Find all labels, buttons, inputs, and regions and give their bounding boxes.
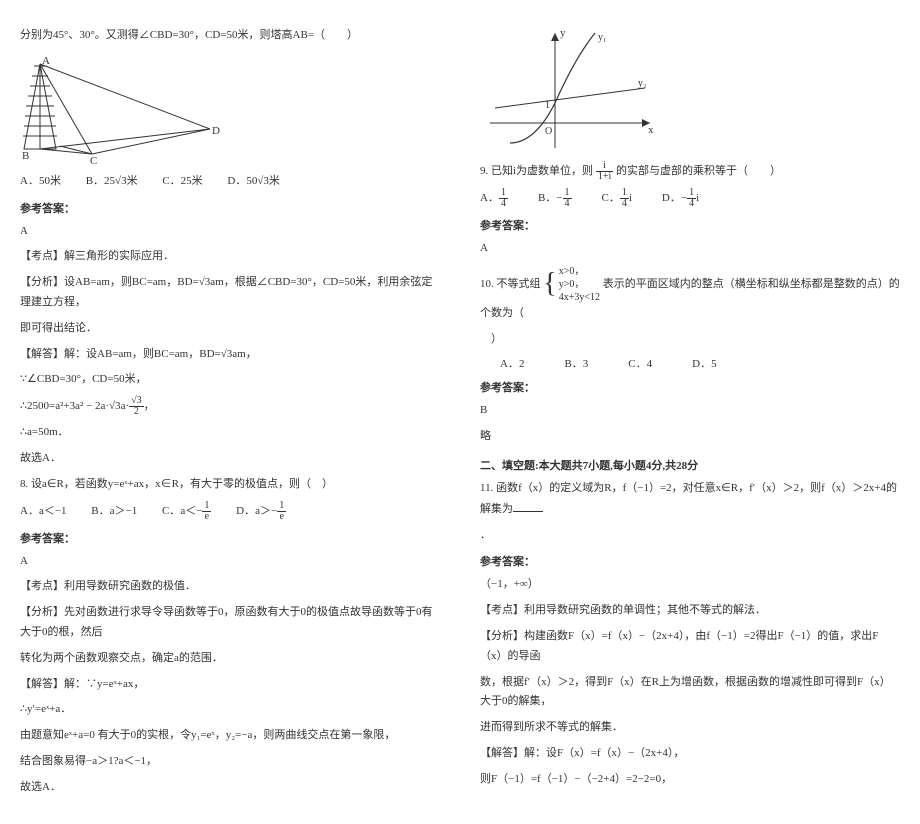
q11b: ． — [480, 526, 900, 546]
ref-answer-label: 参考答案： — [20, 200, 440, 216]
sol8b: ∴y′=eˣ+a． — [20, 700, 440, 720]
triangle-diagram: A B C D — [20, 54, 220, 164]
brief: 略 — [480, 427, 900, 447]
opt-b: B．3 — [564, 355, 588, 371]
kd8: 【考点】利用导数研究函数的极值． — [20, 577, 440, 597]
svg-text:y₂: y₂ — [638, 78, 647, 89]
sol7b: ∵∠CBD=30°，CD=50米， — [20, 370, 440, 390]
q9-options: A．14 B．−14 C．14i D．−14i — [480, 188, 900, 209]
kd7: 【考点】解三角形的实际应用． — [20, 247, 440, 267]
ref-answer-label: 参考答案： — [480, 379, 900, 395]
opt-d: D．−14i — [662, 188, 699, 209]
opt-a: A．50米 — [20, 175, 61, 187]
svg-text:D: D — [212, 125, 220, 137]
sol11a: 【解答】解：设F（x）=f（x）−（2x+4）， — [480, 744, 900, 764]
opt-a: A．2 — [500, 355, 524, 371]
right-column: y x O 1 y₁ y₂ 9. 已知i为虚数单位，则 i1+i 的实部与虚部的… — [480, 20, 900, 804]
opt-c: C．4 — [628, 355, 652, 371]
sol7d: ∴a=50m． — [20, 423, 440, 443]
an7b: 即可得出结论． — [20, 319, 440, 339]
opt-c: C．a＜−1e — [162, 505, 211, 517]
opt-b: B．−14 — [538, 188, 572, 209]
an7a: 【分析】设AB=am，则BC=am，BD=√3am，根据∠CBD=30°，CD=… — [20, 273, 440, 313]
sol7e: 故选A． — [20, 449, 440, 469]
q7-options: A．50米 B．25√3米 C．25米 D．50√3米 — [20, 172, 440, 192]
ans7: A — [20, 222, 440, 242]
an8a: 【分析】先对函数进行求导令导函数等于0，原函数有大于0的极值点故导函数等于0有大… — [20, 603, 440, 643]
q8: 8. 设a∈R，若函数y=eˣ+ax，x∈R，有大于零的极值点，则（ ） — [20, 475, 440, 495]
opt-d: D．5 — [692, 355, 716, 371]
sol8a: 【解答】解：∵y=eˣ+ax， — [20, 675, 440, 695]
svg-text:1: 1 — [545, 100, 550, 111]
an11a: 【分析】构建函数F（x）=f（x）−（2x+4），由f（−1）=2得出F（−1）… — [480, 627, 900, 667]
opt-b: B．25√3米 — [86, 175, 138, 187]
an8b: 转化为两个函数观察交点，确定a的范围． — [20, 649, 440, 669]
left-column: 分别为45°、30°。又测得∠CBD=30°，CD=50米，则塔高AB=（ ） … — [20, 20, 440, 804]
opt-a: A．14 — [480, 188, 508, 209]
svg-text:C: C — [90, 155, 97, 164]
svg-text:x: x — [648, 124, 654, 136]
graph-diagram: y x O 1 y₁ y₂ — [480, 28, 660, 153]
q7-intro: 分别为45°、30°。又测得∠CBD=30°，CD=50米，则塔高AB=（ ） — [20, 26, 440, 46]
q11: 11. 函数f（x）的定义域为R，f（−1）=2，对任意x∈R，f′（x）＞2，… — [480, 479, 900, 520]
kd11: 【考点】利用导数研究函数的单调性；其他不等式的解法． — [480, 601, 900, 621]
ans8: A — [20, 552, 440, 572]
ans11: （−1，+∞） — [480, 575, 900, 595]
svg-text:A: A — [42, 55, 50, 67]
sol7c: ∴2500=a²+3a² − 2a·√3a·√32， — [20, 396, 440, 417]
an11c: 进而得到所求不等式的解集． — [480, 718, 900, 738]
svg-text:y: y — [560, 28, 566, 39]
q10: 10. 不等式组 { x>0， y>0， 4x+3y<12 表示的平面区域内的整… — [480, 265, 900, 324]
opt-c: C．25米 — [162, 175, 202, 187]
svg-text:y₁: y₁ — [598, 32, 607, 43]
opt-c: C．14i — [602, 188, 632, 209]
sol8c: 由题意知eˣ+a=0 有大于0的实根，令y₁=eˣ，y₂=−a，则两曲线交点在第… — [20, 726, 440, 746]
sol7a: 【解答】解：设AB=am，则BC=am，BD=√3am， — [20, 345, 440, 365]
q10-post2: ） — [480, 330, 900, 350]
q10-options: A．2 B．3 C．4 D．5 — [480, 355, 900, 371]
opt-d: D．a＞−1e — [236, 505, 286, 517]
q8-options: A．a＜−1 B．a＞−1 C．a＜−1e D．a＞−1e — [20, 501, 440, 522]
svg-text:O: O — [545, 126, 552, 137]
opt-d: D．50√3米 — [227, 175, 279, 187]
an11b: 数，根据f′（x）＞2，得到F（x）在R上为增函数，根据函数的增减性即可得到F（… — [480, 673, 900, 713]
opt-a: A．a＜−1 — [20, 505, 67, 517]
q9: 9. 已知i为虚数单位，则 i1+i 的实部与虚部的乘积等于（ ） — [480, 161, 900, 182]
ref-answer-label: 参考答案： — [20, 530, 440, 546]
sol11b: 则F（−1）=f（−1）−（−2+4）=2−2=0， — [480, 770, 900, 790]
ans10: B — [480, 401, 900, 421]
section-2-title: 二、填空题:本大题共7小题,每小题4分,共28分 — [480, 457, 900, 473]
opt-b: B．a＞−1 — [91, 505, 137, 517]
blank — [513, 499, 543, 512]
ref-answer-label: 参考答案： — [480, 553, 900, 569]
sol8d: 结合图象易得−a＞1?a＜−1， — [20, 752, 440, 772]
ans9: A — [480, 239, 900, 259]
ref-answer-label: 参考答案： — [480, 217, 900, 233]
svg-text:B: B — [22, 150, 29, 162]
sol8e: 故选A． — [20, 778, 440, 798]
